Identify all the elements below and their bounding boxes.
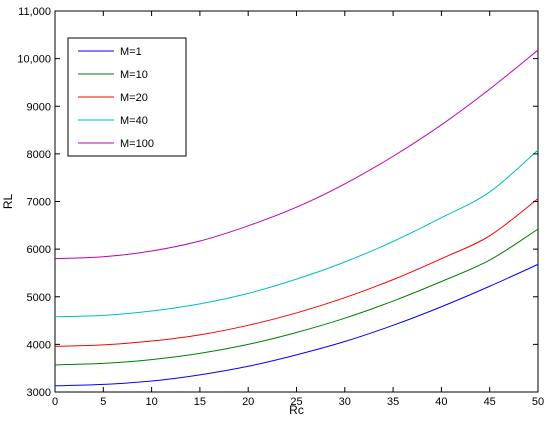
x-tick-label: 50 [532,396,544,408]
y-axis-label: RL [1,194,15,210]
series-line-m-100 [54,49,539,260]
legend-entry-label: M=10 [120,69,148,81]
legend-entry-label: M=1 [120,46,142,58]
y-tick-label: 5000 [27,292,51,304]
legend: M=1 M=10 M=20 M=40 M=100 [67,37,187,157]
x-tick-label: 5 [100,396,106,408]
legend-entry-label: M=20 [120,92,148,104]
series-line-m-1 [54,263,539,387]
legend-entry-label: M=100 [120,138,154,150]
y-tick-label: 7000 [27,197,51,209]
x-tick-label: 35 [387,396,399,408]
y-tick-label: 6000 [27,244,51,256]
x-tick-label: 20 [242,396,254,408]
y-tick-label: 3000 [27,387,51,399]
y-tick-label: 9000 [27,101,51,113]
x-tick-label: 30 [339,396,351,408]
axis-ticks: 0 5 10 15 20 25 30 35 40 45 50 3000 4000 5000 6000 7000… [17,6,544,408]
series-line-m-40 [54,149,539,318]
x-tick-label: 0 [52,396,58,408]
y-tick-label: 4000 [27,339,51,351]
x-tick-label: 10 [145,396,157,408]
x-tick-label: 40 [435,396,447,408]
x-tick-label: 25 [290,396,302,408]
series-line-m-10 [54,228,539,366]
x-tick-label: 45 [484,396,496,408]
legend-entry-label: M=40 [120,115,148,127]
y-tick-label: 10,000 [17,54,51,66]
y-tick-label: 8000 [27,149,51,161]
y-tick-label: 11,000 [18,6,51,18]
x-tick-label: 15 [194,396,206,408]
x-axis-label: Rc [289,403,304,417]
series-line-m-20 [54,198,539,347]
